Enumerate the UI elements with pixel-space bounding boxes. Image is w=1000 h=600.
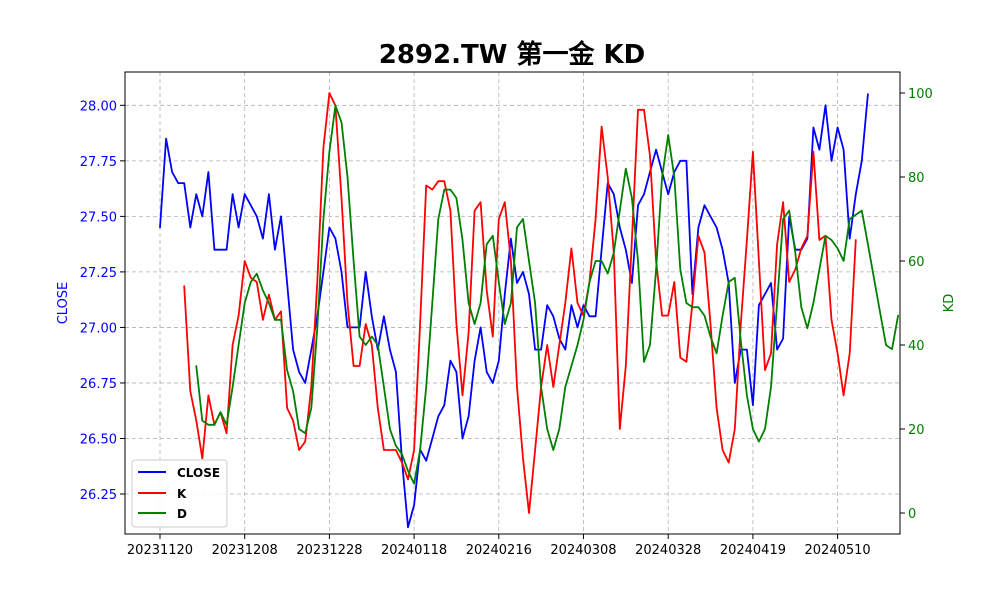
y-right-tick-label: 100 xyxy=(908,87,933,102)
x-axis: 20231120 20231208 20231228 20240118 20240216… xyxy=(127,534,871,558)
legend-box xyxy=(131,459,228,528)
y-left-tick-label: 26.75 xyxy=(80,377,117,392)
x-tick-label: 20240308 xyxy=(550,543,616,558)
y-right-tick-label: 80 xyxy=(908,171,925,186)
y-left-tick-label: 27.00 xyxy=(80,321,117,336)
x-tick-label: 20240510 xyxy=(805,543,871,558)
y-left-tick-label: 26.50 xyxy=(80,432,117,447)
x-tick-label: 20240216 xyxy=(466,543,532,558)
x-tick-label: 20231120 xyxy=(127,543,193,558)
series-line-k xyxy=(183,92,857,514)
x-tick-label: 20240419 xyxy=(720,543,786,558)
y-right-tick-label: 40 xyxy=(908,339,925,354)
legend-label-d: D xyxy=(177,507,187,521)
y-right-tick-label: 0 xyxy=(908,507,916,522)
plot-frame xyxy=(124,71,901,535)
y-left-tick-label: 27.50 xyxy=(80,210,117,225)
x-tick-label: 20231208 xyxy=(212,543,278,558)
x-tick-label: 20240328 xyxy=(635,543,701,558)
x-tick-label: 20240118 xyxy=(381,543,447,558)
y-left-tick-label: 28.00 xyxy=(80,99,117,114)
y-axis-close: 26.25 26.50 26.75 27.00 27.25 27.50 27.75 28.00 xyxy=(80,99,125,503)
grid-lines xyxy=(125,72,900,534)
y-left-tick-label: 27.75 xyxy=(80,155,117,170)
x-tick-label: 20231228 xyxy=(296,543,362,558)
y-axis-kd-label: KD xyxy=(942,294,957,313)
y-left-tick-label: 26.25 xyxy=(80,488,117,503)
series-line-d xyxy=(195,104,899,485)
y-right-tick-label: 20 xyxy=(908,423,925,438)
y-right-tick-label: 60 xyxy=(908,255,925,270)
legend-label-k: K xyxy=(177,487,187,501)
legend: CLOSE K D xyxy=(131,459,228,528)
legend-label-close: CLOSE xyxy=(177,466,220,480)
y-axis-close-label: CLOSE xyxy=(56,282,71,325)
chart-title: 2892.TW 第一金 KD xyxy=(379,39,646,70)
y-axis-kd: 0 20 40 60 80 100 xyxy=(900,87,933,522)
y-left-tick-label: 27.25 xyxy=(80,266,117,281)
series-lines xyxy=(159,92,899,529)
